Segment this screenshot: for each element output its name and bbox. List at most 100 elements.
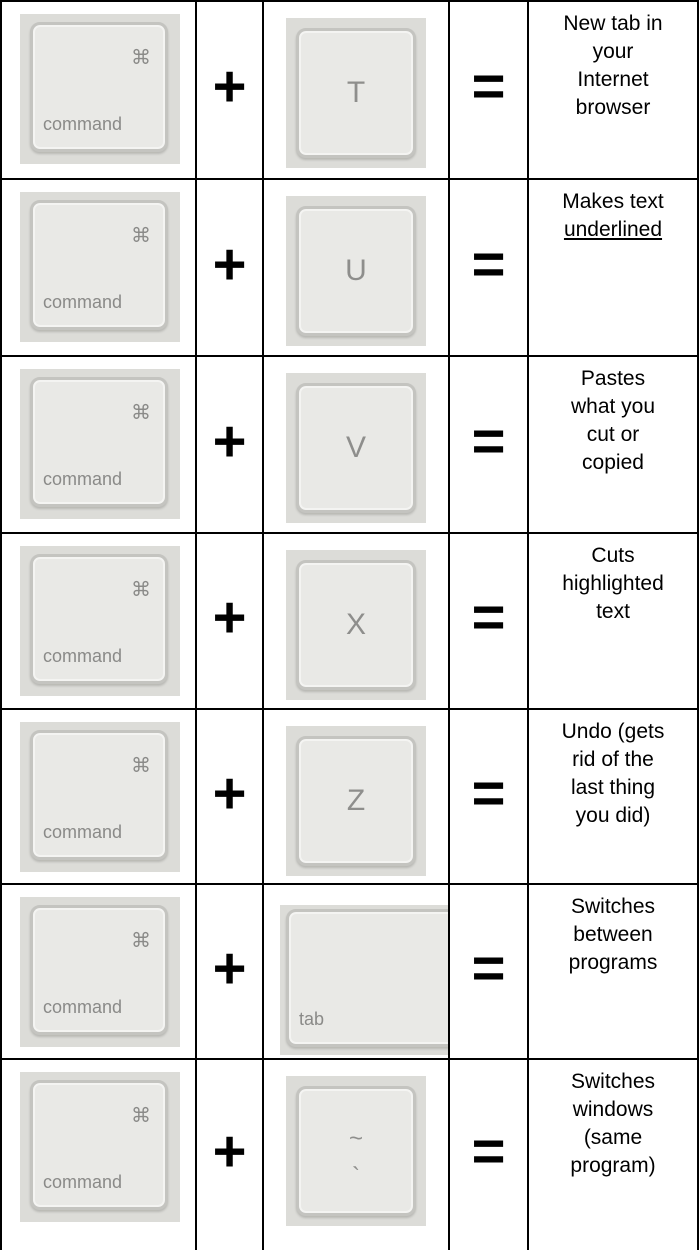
equals-sign: = (471, 231, 506, 297)
shortcut-row: ⌘ command + Z = Undo (gets rid of the last thin… (0, 708, 699, 883)
key-label: command (43, 469, 123, 489)
key-photo: V (286, 373, 426, 523)
key-symbol: ⌘ (131, 225, 151, 247)
description: Pastes what you cut or copied (529, 365, 697, 477)
plus-cell: + (195, 357, 262, 532)
plus-sign: + (212, 760, 247, 826)
description-line: browser (575, 96, 651, 119)
description-line: rid of the (572, 748, 654, 771)
description-cell: Cuts highlighted text (527, 534, 699, 708)
key-label: command (43, 822, 123, 842)
plus-cell: + (195, 180, 262, 355)
plus-cell: + (195, 534, 262, 708)
key-photo: ⌘ command (20, 1072, 180, 1222)
letter-key: X (296, 560, 416, 690)
plus-sign: + (212, 408, 247, 474)
equals-cell: = (448, 1060, 527, 1250)
description-line: between (573, 923, 653, 946)
key-character: V (345, 431, 366, 464)
description-line: Pastes (580, 367, 646, 390)
key-symbol: ⌘ (131, 930, 151, 952)
equals-sign: = (471, 1119, 506, 1185)
letter-key: T (296, 28, 416, 158)
letter-key: Z (296, 736, 416, 866)
plus-sign: + (212, 54, 247, 120)
command-key: ⌘ command (30, 554, 168, 684)
key-photo: ⌘ command (20, 369, 180, 519)
key-character: U (345, 254, 367, 287)
key-photo: ~ ` (286, 1076, 426, 1226)
description-line: highlighted (562, 572, 664, 595)
modifier-cell: ⌘ command (0, 534, 195, 708)
description: Undo (gets rid of the last thing you did) (529, 718, 697, 830)
key-label: command (43, 114, 123, 134)
key-label: command (43, 997, 123, 1017)
equals-sign: = (471, 935, 506, 1001)
description-line: what you (570, 395, 656, 418)
letter-key: tab (286, 909, 448, 1047)
key-character: X (345, 608, 366, 641)
description-cell: New tab in your Internet browser (527, 2, 699, 178)
equals-cell: = (448, 180, 527, 355)
command-key: ⌘ command (30, 377, 168, 507)
description: Switches windows (same program) (529, 1068, 697, 1180)
key-cell: tab (262, 885, 448, 1058)
key-photo: X (286, 550, 426, 700)
command-key: ⌘ command (30, 1080, 168, 1210)
plus-sign: + (212, 935, 247, 1001)
description-line: your (592, 40, 634, 63)
plus-cell: + (195, 885, 262, 1058)
key-photo: ⌘ command (20, 14, 180, 164)
key-character: ` (352, 1163, 360, 1191)
plus-sign: + (212, 585, 247, 651)
key-photo: Z (286, 726, 426, 876)
command-key: ⌘ command (30, 730, 168, 860)
shortcut-row: ⌘ command + T = New tab in your Internet browser (0, 0, 699, 178)
key-symbol: ⌘ (131, 755, 151, 777)
description-line: windows (572, 1098, 654, 1121)
description-line: underlined (563, 218, 663, 241)
key-cell: Z (262, 710, 448, 883)
equals-sign: = (471, 54, 506, 120)
key-photo: ⌘ command (20, 192, 180, 342)
description-cell: Switches windows (same program) (527, 1060, 699, 1250)
key-label: command (43, 292, 123, 312)
plus-cell: + (195, 710, 262, 883)
equals-sign: = (471, 408, 506, 474)
command-key: ⌘ command (30, 905, 168, 1035)
description-line: programs (568, 951, 658, 974)
letter-key: ~ ` (296, 1086, 416, 1216)
command-key: ⌘ command (30, 22, 168, 152)
key-character: T (346, 76, 366, 109)
key-cell: X (262, 534, 448, 708)
key-symbol: ⌘ (131, 402, 151, 424)
description-line: program) (570, 1154, 656, 1177)
modifier-cell: ⌘ command (0, 885, 195, 1058)
description-cell: Switches between programs (527, 885, 699, 1058)
key-label: tab (299, 1009, 325, 1029)
letter-key: U (296, 206, 416, 336)
description-line: cut or (586, 423, 640, 446)
equals-cell: = (448, 710, 527, 883)
key-photo: ⌘ command (20, 722, 180, 872)
key-symbol: ⌘ (131, 47, 151, 69)
key-label: command (43, 1172, 123, 1192)
description-line: Makes text (562, 190, 664, 213)
description: Switches between programs (529, 893, 697, 977)
equals-sign: = (471, 760, 506, 826)
equals-cell: = (448, 534, 527, 708)
key-photo: U (286, 196, 426, 346)
equals-cell: = (448, 357, 527, 532)
equals-cell: = (448, 2, 527, 178)
description-line: Switches (570, 1070, 656, 1093)
plus-sign: + (212, 231, 247, 297)
equals-cell: = (448, 885, 527, 1058)
description-cell: Makes text underlined (527, 180, 699, 355)
description: Cuts highlighted text (529, 542, 697, 626)
plus-sign: + (212, 1119, 247, 1185)
modifier-cell: ⌘ command (0, 180, 195, 355)
key-photo: ⌘ command (20, 546, 180, 696)
key-symbol: ⌘ (131, 579, 151, 601)
key-photo: ⌘ command (20, 897, 180, 1047)
